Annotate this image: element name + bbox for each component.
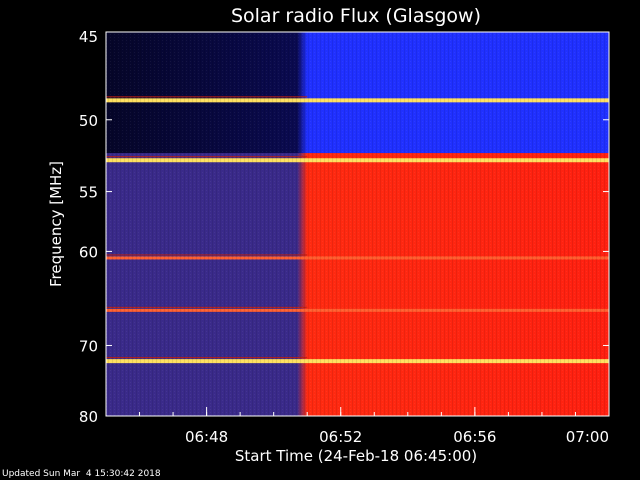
y-axis-label: Frequency [MHz] — [47, 161, 65, 287]
y-tick-label: 70 — [79, 337, 98, 355]
y-tick-label: 55 — [79, 184, 98, 202]
y-tick-label: 80 — [79, 408, 98, 426]
y-tick-label: 50 — [79, 112, 98, 130]
chart-title: Solar radio Flux (Glasgow) — [231, 5, 481, 27]
noise-overlay — [106, 32, 609, 416]
updated-timestamp: Updated Sun Mar 4 15:30:42 2018 — [2, 469, 161, 479]
plot-frame — [105, 31, 610, 417]
x-axis-label: Start Time (24-Feb-18 06:45:00) — [235, 447, 477, 465]
x-tick-label: 06:56 — [453, 428, 496, 446]
x-tick-label: 06:52 — [319, 428, 362, 446]
y-tick-label: 60 — [79, 243, 98, 261]
y-tick-label: 45 — [79, 28, 98, 46]
x-axis: 06:48 06:52 06:56 07:00 — [105, 407, 610, 446]
y-axis: 45 50 55 60 70 80 — [79, 28, 609, 426]
heatmap-area — [106, 32, 609, 416]
x-tick-label: 07:00 — [566, 428, 609, 446]
x-tick-label: 06:48 — [185, 428, 228, 446]
